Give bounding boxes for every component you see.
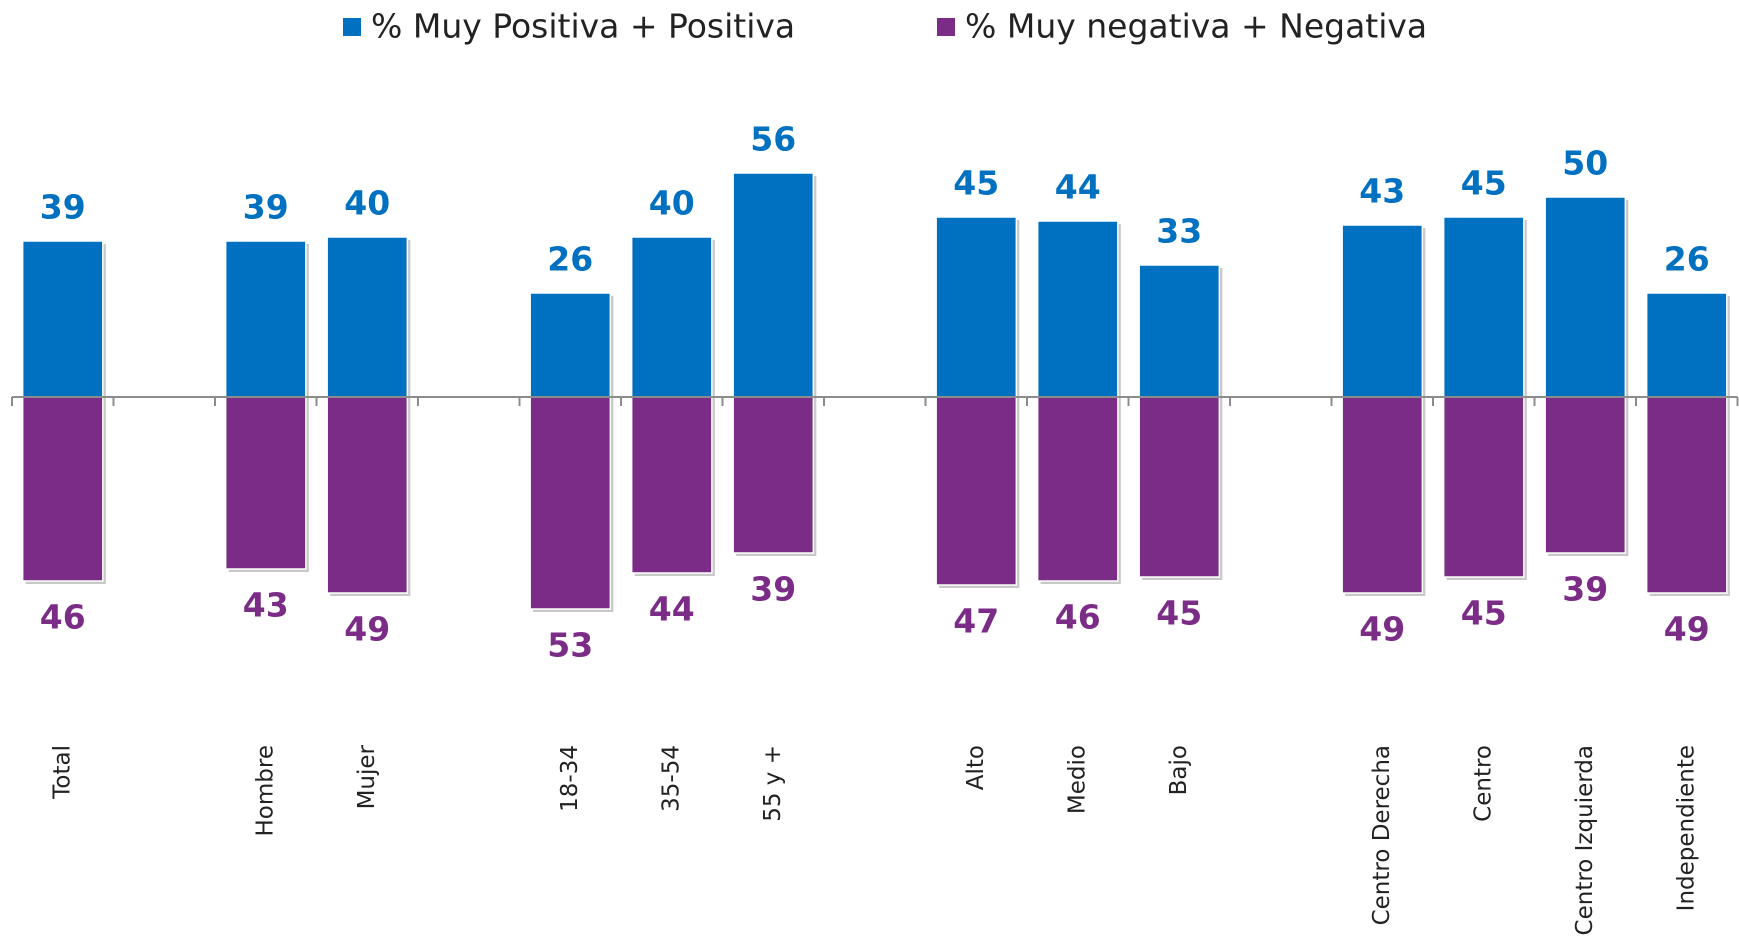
value-label: 45 <box>1461 164 1507 203</box>
value-label: 43 <box>1359 172 1405 211</box>
value-label: 53 <box>547 626 593 665</box>
bar <box>326 396 409 594</box>
bar <box>1544 196 1627 398</box>
bar <box>1645 396 1728 594</box>
bar <box>732 396 815 554</box>
bar <box>935 216 1018 398</box>
bar <box>935 396 1018 586</box>
bar <box>326 236 409 398</box>
value-label: 39 <box>1562 570 1608 609</box>
x-tick-label: 35-54 <box>658 745 684 812</box>
bar <box>1341 224 1424 398</box>
value-label: 39 <box>40 188 86 227</box>
x-tick-label: Total <box>49 745 75 800</box>
legend-swatch <box>343 18 361 36</box>
value-label: 49 <box>1359 610 1405 649</box>
value-label: 44 <box>1055 168 1101 207</box>
bar <box>1645 292 1728 398</box>
bar <box>1138 396 1221 578</box>
bar <box>21 240 104 398</box>
value-label: 49 <box>344 610 390 649</box>
bar <box>529 396 612 610</box>
value-label: 26 <box>1664 240 1710 279</box>
value-label: 40 <box>649 184 695 223</box>
x-tick-label: Hombre <box>252 745 278 836</box>
value-label: 43 <box>243 586 289 625</box>
bar <box>1036 396 1119 582</box>
legend-label: % Muy Positiva + Positiva <box>371 7 795 46</box>
value-label: 56 <box>750 120 796 159</box>
bar <box>732 172 815 398</box>
bar <box>1138 264 1221 398</box>
value-label: 45 <box>1156 594 1202 633</box>
value-label: 46 <box>40 598 86 637</box>
bar <box>630 236 713 398</box>
value-label: 44 <box>649 590 695 629</box>
bar <box>1442 396 1525 578</box>
x-tick-label: Alto <box>963 745 989 790</box>
bar <box>529 292 612 398</box>
value-label: 49 <box>1664 610 1710 649</box>
value-label: 47 <box>953 602 999 641</box>
legend-label: % Muy negativa + Negativa <box>965 7 1427 46</box>
value-label: 50 <box>1562 144 1608 183</box>
bar <box>1442 216 1525 398</box>
x-tick-label: Medio <box>1064 745 1090 814</box>
bar <box>224 396 307 570</box>
bar <box>630 396 713 574</box>
bar <box>1341 396 1424 594</box>
x-tick-label: Independiente <box>1673 745 1699 911</box>
x-tick-label: Bajo <box>1166 745 1192 795</box>
value-label: 45 <box>953 164 999 203</box>
value-label: 39 <box>750 570 796 609</box>
value-label: 45 <box>1461 594 1507 633</box>
bar <box>224 240 307 398</box>
bar <box>1544 396 1627 554</box>
x-tick-label: Centro Derecha <box>1369 745 1395 925</box>
x-tick-label: Mujer <box>354 744 380 809</box>
bar <box>21 396 104 582</box>
bar <box>1036 220 1119 398</box>
x-tick-label: 55 y + <box>760 745 786 822</box>
x-tick-label: 18-34 <box>557 745 583 812</box>
value-label: 46 <box>1055 598 1101 637</box>
value-label: 26 <box>547 240 593 279</box>
legend-swatch <box>937 18 955 36</box>
x-tick-label: Centro <box>1470 745 1496 822</box>
value-label: 33 <box>1156 212 1202 251</box>
value-label: 39 <box>243 188 289 227</box>
value-label: 40 <box>344 184 390 223</box>
x-tick-label: Centro Izquierda <box>1572 745 1598 935</box>
